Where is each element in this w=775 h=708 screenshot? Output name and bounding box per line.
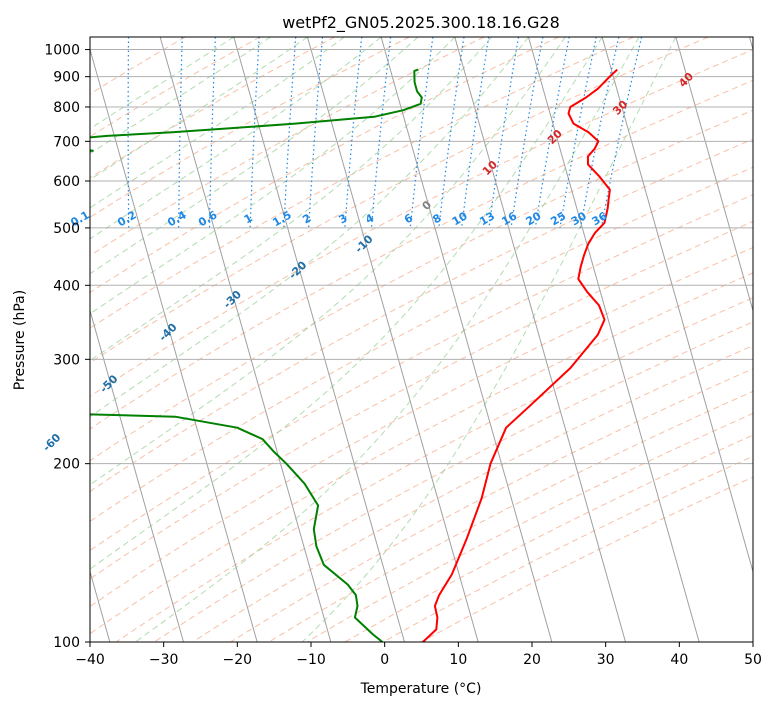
x-tick-label: −30 (149, 652, 179, 668)
y-tick-label: 400 (53, 278, 80, 294)
skewed-isotherm-line (380, 37, 553, 642)
y-tick-label: 900 (53, 70, 80, 86)
mixing-ratio-line (344, 37, 363, 228)
skewed-isotherm-line (90, 47, 258, 642)
mixing-ratio-line (438, 37, 465, 228)
skewed-isotherm-line (306, 37, 479, 642)
moist-adiabat-line (90, 37, 529, 418)
dry-adiabat-line (90, 37, 186, 95)
mixing-ratio-line (283, 37, 297, 228)
dry-adiabat-line (90, 37, 709, 364)
chart-title: wetPf2_GN05.2025.300.18.16.G28 (282, 13, 560, 33)
plot-frame (89, 36, 754, 643)
y-tick-label: 600 (53, 174, 80, 190)
dry-adiabat-line (192, 344, 753, 642)
x-tick-label: −40 (75, 652, 105, 668)
x-tick-label: −20 (223, 652, 253, 668)
y-tick-label: 200 (53, 457, 80, 473)
dry-adiabat-line (90, 49, 753, 397)
moist-adiabat-line (90, 37, 603, 570)
mixing-ratio-line (249, 37, 260, 228)
mixing-ratio-line (461, 37, 490, 228)
x-tick-label: 30 (597, 652, 615, 668)
axis-ticks: −40 −30 −20 −10 0 10 20 30 40 50 100 200 300 400 500 60… (44, 43, 762, 668)
moist-adiabat-line (90, 37, 456, 315)
moist-adiabat-line (90, 37, 271, 155)
mixing-ratio-line (370, 37, 392, 228)
dry-adiabat-line (90, 37, 485, 257)
dry-adiabat-line (90, 79, 753, 430)
moist-adiabat-line (90, 37, 345, 209)
y-tick-label: 1000 (44, 43, 80, 59)
dry-adiabat-line (90, 37, 410, 218)
y-tick-label: 700 (53, 134, 80, 150)
y-tick-label: 800 (53, 100, 80, 116)
x-tick-label: 50 (744, 652, 762, 668)
x-tick-label: 20 (523, 652, 541, 668)
skewed-isotherm-line (675, 37, 753, 313)
temperature-profile-line (422, 68, 618, 642)
skewed-isotherm-line (233, 37, 405, 642)
x-tick-label: 10 (449, 652, 467, 668)
moist-adiabat-line (301, 37, 677, 642)
skewed-isotherm-line (159, 37, 332, 642)
mixing-ratio-line (178, 37, 183, 228)
moist-adiabat-line (90, 37, 492, 362)
dry-adiabat-line (90, 272, 753, 635)
y-tick-label: 500 (53, 221, 80, 237)
dewpoint-profile-line (90, 68, 423, 642)
y-tick-label: 100 (53, 635, 80, 651)
x-tick-label: 40 (670, 652, 688, 668)
x-axis-label: Temperature (°C) (360, 681, 482, 697)
dry-adiabat-line (90, 37, 634, 329)
x-tick-label: 0 (380, 652, 389, 668)
dry-adiabat-line (90, 37, 261, 138)
dry-adiabat-line (90, 194, 753, 552)
mixing-ratio-line (488, 37, 520, 228)
sounding-profiles (90, 68, 618, 642)
skewed-isotherm-line (454, 37, 626, 642)
mixing-ratio-line (510, 37, 544, 228)
y-axis-label: Pressure (hPa) (12, 290, 28, 390)
dry-adiabat-line (90, 166, 753, 522)
mixing-ratio-line (409, 37, 434, 228)
dry-adiabat-line (90, 247, 753, 608)
moist-adiabat-line (90, 37, 566, 486)
skewed-isotherm-line (601, 37, 753, 574)
y-tick-label: 300 (53, 352, 80, 368)
x-tick-label: −10 (296, 652, 326, 668)
background-lines (90, 37, 753, 642)
mixing-ratio-line (308, 37, 324, 228)
mixing-ratio-line (127, 37, 130, 228)
mixing-ratio-line (208, 37, 216, 228)
moist-adiabat-line (90, 37, 235, 130)
dry-adiabat-line (90, 138, 753, 493)
skewed-isotherm-line (90, 308, 184, 642)
skewed-isotherm-line (527, 37, 700, 642)
dry-adiabat-line (230, 368, 753, 642)
dry-adiabat-line (90, 109, 753, 462)
moist-adiabat-line (90, 37, 419, 275)
